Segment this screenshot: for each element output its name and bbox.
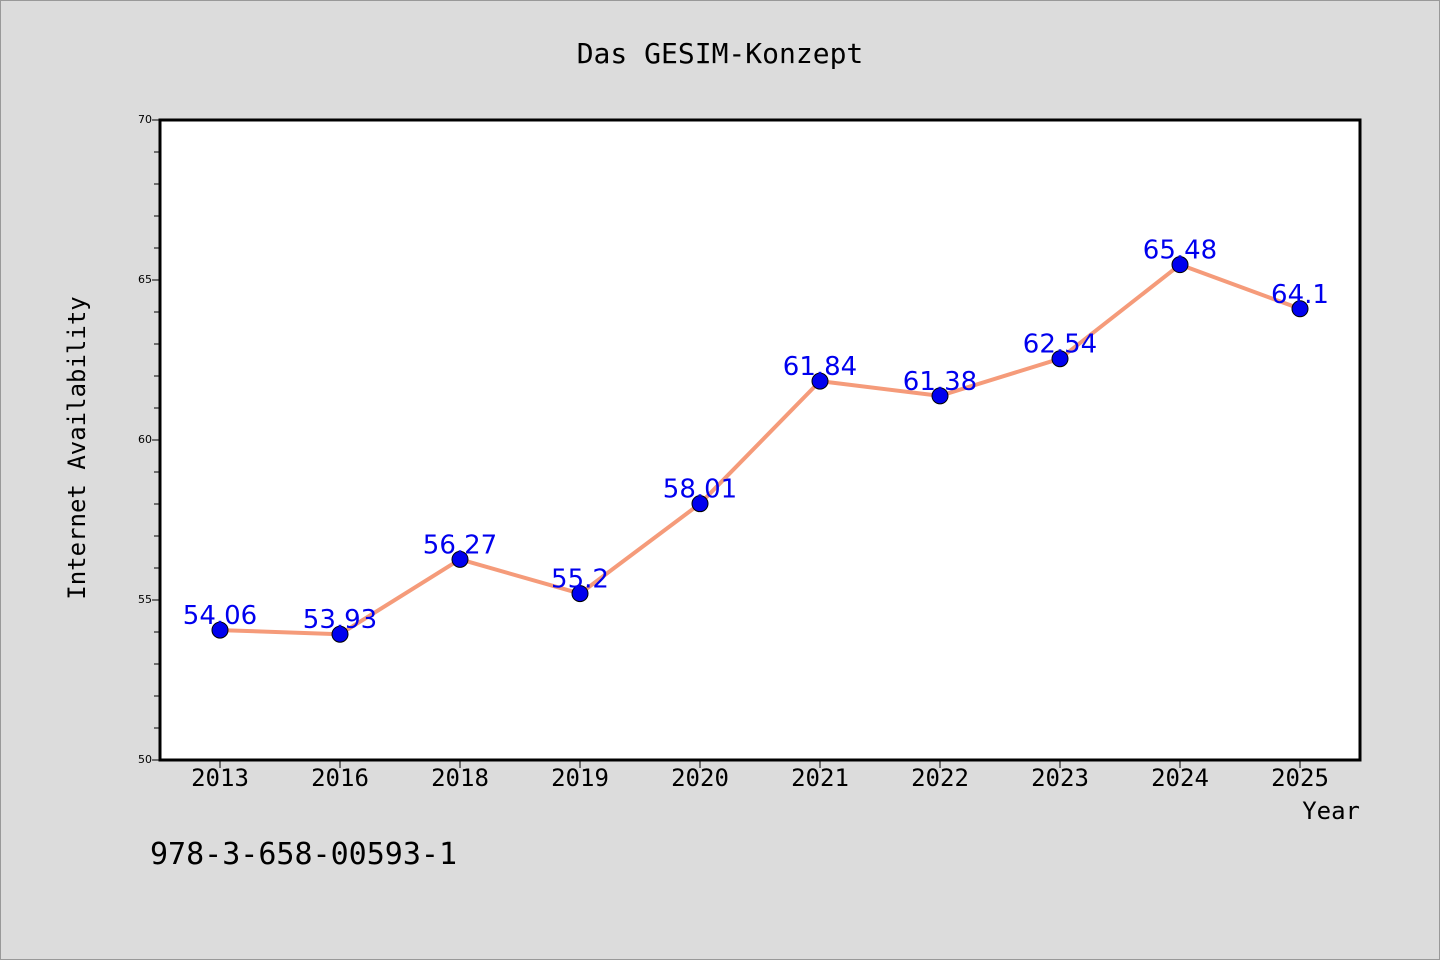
data-point xyxy=(811,372,829,390)
y-axis-label: Internet Availability xyxy=(63,296,91,599)
x-axis-label: Year xyxy=(1302,797,1360,825)
y-tick-label: 60 xyxy=(138,433,152,446)
y-tick-label: 55 xyxy=(138,593,152,606)
series-layer: 54.06 53.93 56.27 55.2 58.01 61.84 61.38 62.54 6… xyxy=(183,236,1329,643)
data-point xyxy=(691,495,709,513)
plot-frame xyxy=(158,118,1362,762)
x-tick-label: 2018 xyxy=(431,764,489,792)
data-point xyxy=(451,550,469,568)
x-tick-label: 2024 xyxy=(1151,764,1209,792)
data-point xyxy=(331,625,349,643)
isbn-annotation: 978-3-658-00593-1 xyxy=(150,837,457,872)
x-axis-ticks: 2013 2016 2018 2019 2020 2021 2022 2023 2024 2025 xyxy=(191,760,1329,792)
y-tick-label: 65 xyxy=(138,273,152,286)
data-label: 53.93 xyxy=(303,605,377,635)
x-tick-label: 2022 xyxy=(911,764,969,792)
data-label: 62.54 xyxy=(1023,330,1097,360)
data-point xyxy=(211,621,229,639)
data-label: 64.1 xyxy=(1271,280,1329,310)
data-point xyxy=(931,387,949,405)
data-label: 58.01 xyxy=(663,475,737,505)
data-label: 61.84 xyxy=(783,352,857,382)
data-point xyxy=(571,585,589,603)
chart-title: Das GESIM-Konzept xyxy=(577,37,864,70)
x-tick-label: 2019 xyxy=(551,764,609,792)
y-tick-label: 70 xyxy=(138,113,152,126)
data-point xyxy=(1171,256,1189,274)
data-label: 54.06 xyxy=(183,601,257,631)
series-line xyxy=(218,262,1302,637)
data-label: 61.38 xyxy=(903,367,977,397)
x-tick-label: 2016 xyxy=(311,764,369,792)
x-tick-label: 2020 xyxy=(671,764,729,792)
y-tick-label: 50 xyxy=(138,753,152,766)
data-label: 55.2 xyxy=(551,565,609,595)
x-tick-label: 2013 xyxy=(191,764,249,792)
x-tick-label: 2025 xyxy=(1271,764,1329,792)
x-tick-label: 2023 xyxy=(1031,764,1089,792)
data-point xyxy=(1291,300,1309,318)
data-point xyxy=(1051,350,1069,368)
x-tick-label: 2021 xyxy=(791,764,849,792)
data-label: 56.27 xyxy=(423,530,497,560)
data-label: 65.48 xyxy=(1143,236,1217,266)
